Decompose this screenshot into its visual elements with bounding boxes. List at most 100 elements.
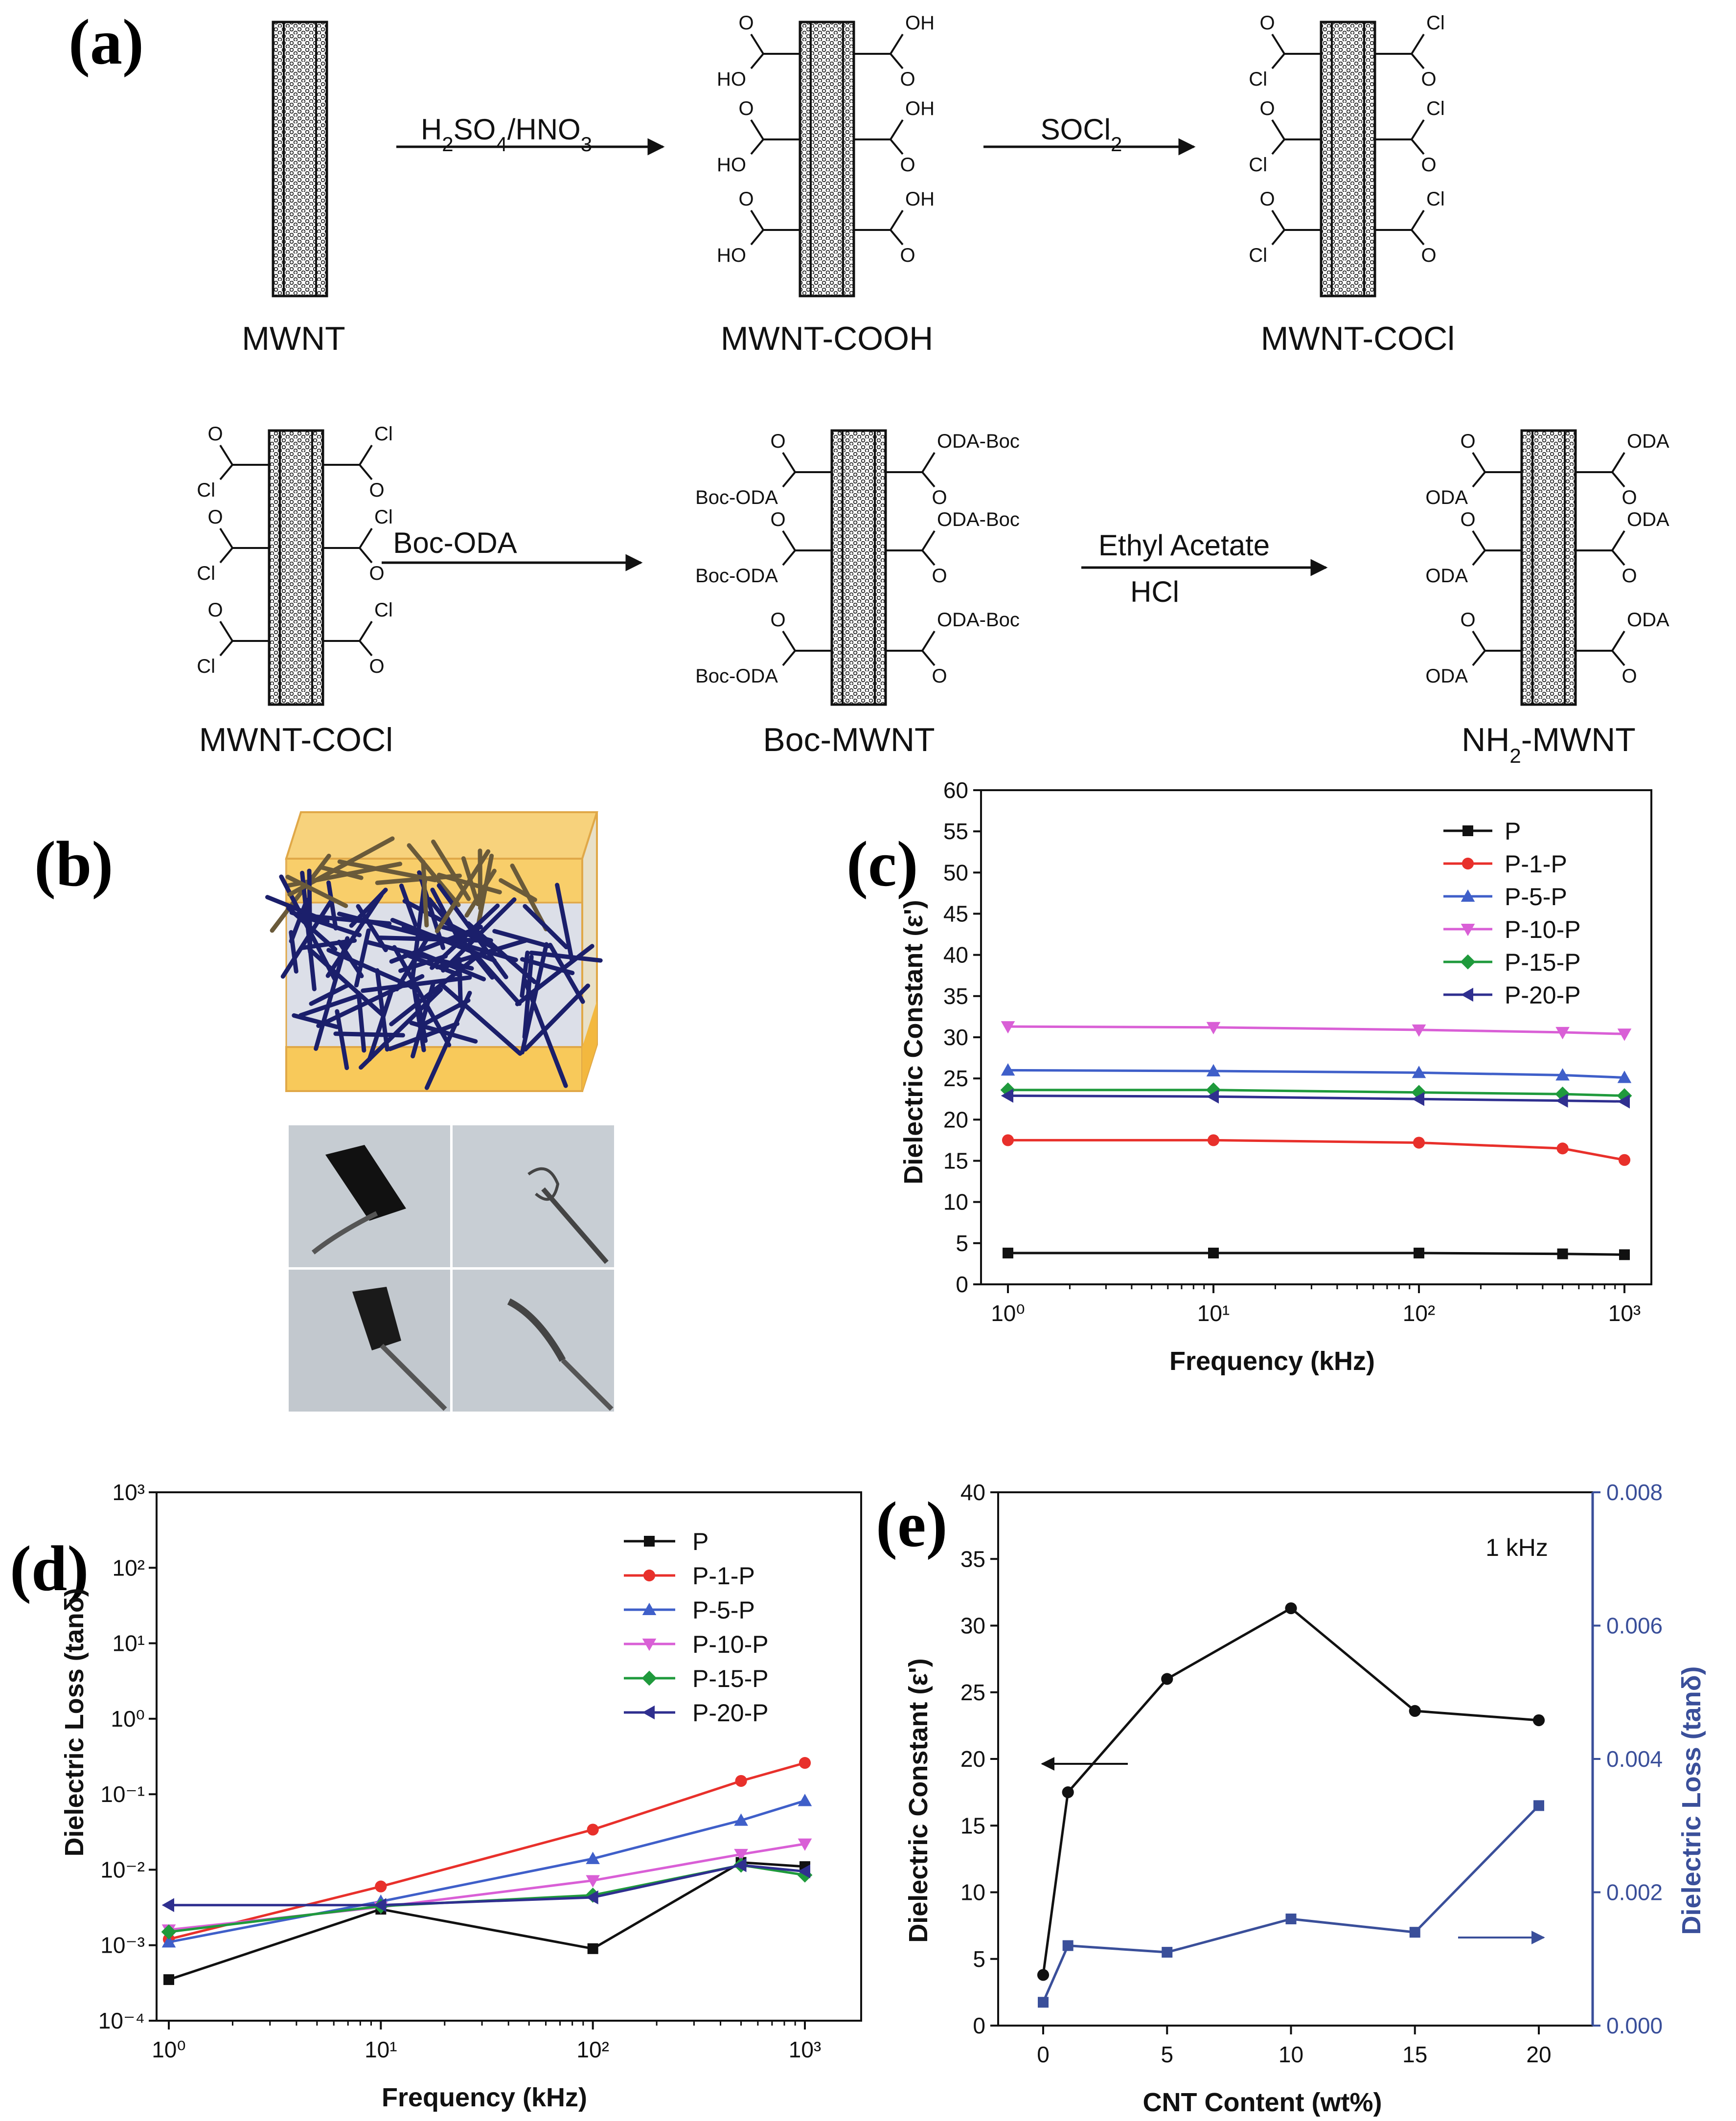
chart-d-point-P-5-P	[734, 1813, 748, 1826]
chart-e-ytick-label: 0	[973, 2013, 985, 2038]
bond-left	[1271, 138, 1285, 155]
chart-c-point-P	[1003, 1248, 1013, 1259]
group-left-bottom: Boc-ODA	[695, 565, 778, 587]
bond-left	[219, 464, 233, 480]
nanotube	[520, 942, 549, 1055]
group-right-bottom: O	[369, 479, 384, 501]
nanotube	[285, 874, 348, 908]
chart-e-annotation: 1 kHz	[1485, 1534, 1548, 1561]
group-right-top: ODA-Boc	[937, 509, 1020, 530]
bond-right	[921, 530, 936, 551]
chart-c-legend-label: P-5-P	[1505, 883, 1567, 911]
chart-e-ytick-label: 35	[960, 1546, 985, 1572]
group-left-top: O	[1460, 431, 1475, 452]
nanotube	[367, 990, 393, 1062]
group-right-top: ODA	[1627, 431, 1669, 452]
chart-c-point-P-5-P	[1001, 1063, 1015, 1076]
tube-mwnt-cooh	[799, 21, 855, 297]
group-left-top: O	[207, 506, 223, 528]
bond-right	[359, 547, 373, 564]
group-right-bottom: O	[1421, 245, 1436, 266]
group-left-bottom: Cl	[197, 563, 215, 584]
bond-right	[1411, 33, 1425, 55]
chart-c-xtick-label: 10⁰	[991, 1300, 1025, 1326]
bond-left	[219, 547, 233, 564]
chart-e-ylabel: Dielectric Constant (ε')	[904, 1658, 933, 1943]
group-right-bottom: O	[900, 245, 915, 266]
bond-right	[359, 620, 373, 642]
chart-d-legend-label: P-15-P	[692, 1665, 769, 1692]
chart-d-point-P-5-P	[586, 1851, 600, 1864]
chart-d-point-P-10-P	[734, 1848, 748, 1862]
chart-e-series-constant	[1042, 1607, 1539, 1975]
chart-d-ytick-label: 10¹	[113, 1631, 145, 1656]
bond-right	[1411, 138, 1425, 155]
bond-left	[1271, 229, 1285, 246]
group-right-bottom: O	[1622, 565, 1637, 587]
chart-c-ytick-label: 10	[943, 1189, 968, 1215]
chart-d-legend-marker	[642, 1602, 657, 1615]
chart-d-ylabel: Dielectric Loss (tanδ)	[60, 1588, 89, 1857]
panel-label-b: (b)	[34, 828, 113, 900]
nanotube	[289, 910, 362, 937]
chart-c-point-P	[1619, 1249, 1630, 1260]
arrow-socl2-label: SOCl2	[1041, 113, 1122, 156]
chart-d-point-P-20-P	[586, 1890, 598, 1905]
panel-b-illustration: (b)	[34, 811, 614, 1412]
bond-right	[921, 650, 936, 666]
nanotube	[434, 849, 491, 934]
bond-right	[1411, 209, 1425, 231]
nanotube	[522, 955, 534, 1039]
group-right-top: ODA-Boc	[937, 609, 1020, 631]
bond-left	[782, 452, 796, 473]
group-left-top: O	[207, 423, 223, 445]
arrow-hcl-label: HCl	[1130, 575, 1179, 608]
chart-c-point-P-15-P	[1617, 1088, 1632, 1103]
chart-c-legend-marker	[1462, 825, 1473, 836]
bond-right	[890, 53, 904, 69]
bond-left	[782, 530, 796, 551]
chart-d-legend-label: P-10-P	[692, 1631, 769, 1658]
tube-mwnt-cocl-2	[268, 429, 324, 706]
chart-c-ytick-label: 30	[943, 1025, 968, 1050]
bond-left	[1271, 53, 1285, 69]
chart-e-point-loss	[1162, 1947, 1173, 1958]
chart-d-ytick-label: 10⁰	[111, 1706, 145, 1732]
nanotube	[375, 968, 389, 1052]
chart-c-legend-marker	[1462, 857, 1474, 870]
chart-c-ytick-label: 45	[943, 901, 968, 927]
bond-left	[219, 444, 233, 466]
group-right-top: OH	[905, 98, 935, 119]
group-left-top: O	[770, 509, 785, 530]
chart-d-point-P	[587, 1943, 598, 1954]
chart-c-legend-label: P-1-P	[1505, 850, 1567, 878]
group-left-bottom: Cl	[1249, 245, 1267, 266]
bond-left	[1472, 471, 1486, 488]
cocl-groups-row2: O Cl Cl O O Cl Cl O O Cl Cl O	[197, 423, 393, 677]
chart-d-point-P-1-P	[799, 1757, 811, 1769]
chart-d-legend-marker	[644, 1536, 655, 1547]
bond-right	[921, 452, 936, 473]
nanotube	[270, 853, 331, 933]
label-mwnt-cocl: MWNT-COCl	[1261, 320, 1455, 357]
group-left-top: O	[1460, 609, 1475, 631]
chart-d-series-P-20-P	[169, 1864, 805, 1907]
chart-c-series-P-20-P	[1007, 1095, 1625, 1103]
group-left-top: O	[207, 599, 223, 621]
label-mwnt-cooh: MWNT-COOH	[721, 320, 933, 357]
chart-d-legend-label: P-5-P	[692, 1596, 755, 1624]
chart-d-ytick-label: 10³	[113, 1480, 145, 1505]
bond-right	[921, 549, 936, 566]
chart-c-point-P-5-P	[1555, 1068, 1570, 1081]
bond-left	[782, 650, 796, 666]
group-left-bottom: Cl	[1249, 68, 1267, 90]
chart-d-legend-marker	[641, 1670, 657, 1686]
bond-right	[890, 229, 904, 246]
group-left-top: O	[770, 609, 785, 631]
group-right-bottom: O	[932, 487, 947, 508]
nanotube	[439, 982, 523, 1056]
chart-c-point-P	[1414, 1248, 1424, 1259]
bond-left	[1271, 209, 1285, 231]
